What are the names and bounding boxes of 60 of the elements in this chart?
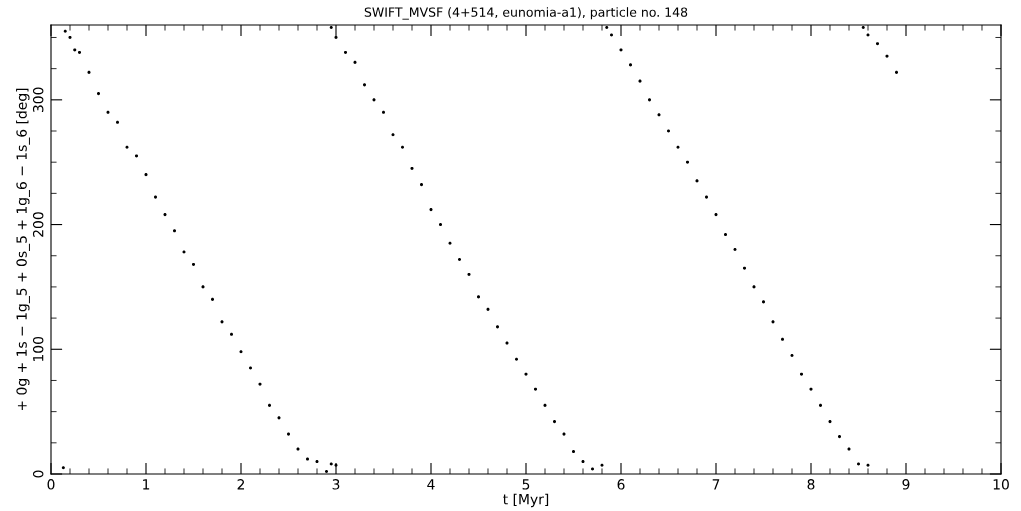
- y-tick-label: 200: [32, 212, 44, 237]
- point: [467, 272, 471, 276]
- point: [543, 403, 547, 407]
- point: [248, 366, 253, 370]
- point: [457, 257, 462, 262]
- point: [790, 353, 794, 358]
- point: [87, 70, 91, 74]
- point: [894, 70, 899, 74]
- x-tick-label: 6: [617, 479, 625, 490]
- point: [714, 213, 718, 217]
- x-axis-title: t [Myr]: [503, 493, 549, 508]
- point: [723, 232, 728, 237]
- point: [571, 450, 576, 454]
- point: [818, 403, 823, 407]
- y-tick-label: 0: [32, 470, 44, 478]
- point: [191, 262, 196, 267]
- x-tick-label: 5: [522, 479, 530, 490]
- point: [210, 297, 215, 301]
- point: [353, 60, 357, 64]
- point: [324, 469, 329, 474]
- x-tick-label: 4: [427, 479, 435, 490]
- point: [63, 29, 67, 33]
- point: [96, 92, 101, 96]
- x-tick-label: 10: [993, 479, 1009, 490]
- y-tick-label: 100: [32, 336, 44, 362]
- point: [144, 173, 148, 177]
- point: [77, 50, 82, 54]
- point: [343, 50, 348, 54]
- x-tick-label: 0: [47, 479, 55, 490]
- point: [552, 420, 557, 424]
- point: [305, 457, 310, 461]
- point: [163, 213, 167, 217]
- x-tick-label: 8: [807, 479, 815, 490]
- point: [334, 35, 338, 40]
- point: [315, 459, 319, 464]
- x-tick-label: 9: [902, 479, 910, 490]
- x-tick-label: 3: [332, 479, 340, 490]
- point: [590, 467, 595, 471]
- point: [61, 466, 65, 470]
- x-tick-label: 1: [143, 479, 150, 490]
- point: [486, 307, 490, 311]
- y-tick-label: 300: [32, 87, 44, 113]
- point: [410, 166, 414, 170]
- point: [837, 435, 842, 439]
- chart-title: SWIFT_MVSF (4+514, eunomia-a1), particle no. 148: [364, 7, 688, 20]
- point: [106, 110, 110, 114]
- point: [733, 247, 737, 252]
- y-axis-title: + 0g + 1s − 1g_5 + 0s_5 + 1g_6 − 1s_6 [deg]: [16, 88, 30, 411]
- point: [828, 420, 832, 424]
- point: [419, 183, 424, 187]
- point: [438, 223, 443, 227]
- x-tick-label: 7: [712, 479, 720, 490]
- point: [429, 208, 433, 212]
- point: [267, 403, 272, 407]
- point: [68, 35, 72, 40]
- point: [666, 129, 671, 133]
- point: [581, 459, 585, 464]
- point: [856, 462, 861, 466]
- point: [609, 33, 614, 37]
- x-tick-label: 2: [237, 479, 245, 490]
